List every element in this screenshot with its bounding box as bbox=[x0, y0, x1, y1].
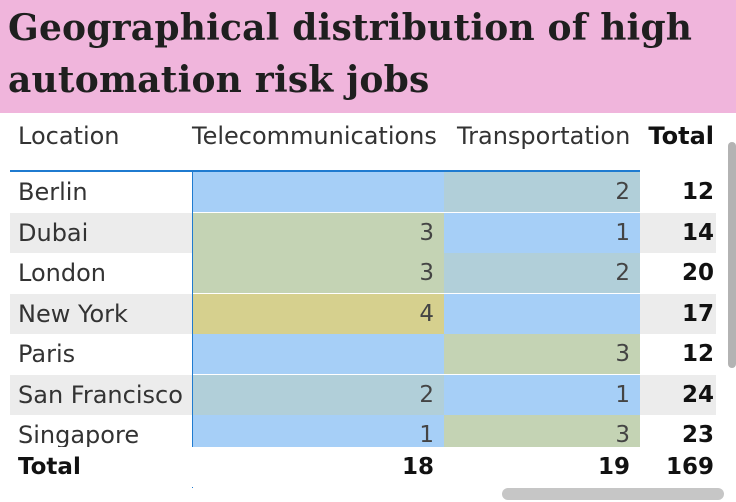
cell-total[interactable]: 14 bbox=[681, 219, 714, 246]
row-location: Berlin bbox=[18, 178, 88, 206]
row-location: New York bbox=[18, 299, 128, 328]
table-row[interactable]: London 3 2 20 bbox=[10, 253, 716, 293]
total-transportation: 19 bbox=[597, 454, 630, 480]
column-header-transportation[interactable]: Transportation bbox=[457, 122, 631, 150]
cell-total[interactable]: 17 bbox=[681, 300, 714, 327]
title-bar: Geographical distribution of high automa… bbox=[0, 0, 736, 113]
header-divider bbox=[10, 170, 640, 172]
column-header-location[interactable]: Location bbox=[18, 122, 120, 150]
cell-total[interactable]: 12 bbox=[681, 341, 714, 367]
column-header-telecommunications[interactable]: Telecommunications bbox=[192, 122, 437, 150]
cell-telecommunications[interactable]: 2 bbox=[193, 374, 444, 415]
cell-telecommunications[interactable] bbox=[193, 334, 444, 374]
cell-telecommunications[interactable]: 3 bbox=[193, 253, 444, 293]
row-location: Dubai bbox=[18, 218, 89, 247]
cell-total[interactable]: 24 bbox=[681, 381, 714, 408]
cell-total[interactable]: 12 bbox=[681, 179, 714, 205]
column-header-total[interactable]: Total bbox=[648, 122, 714, 150]
horizontal-scrollbar[interactable] bbox=[502, 488, 724, 500]
cell-total[interactable]: 23 bbox=[681, 422, 714, 448]
cell-telecommunications[interactable] bbox=[193, 172, 444, 212]
total-row-label: Total bbox=[18, 454, 81, 480]
table-row[interactable]: Berlin 2 12 bbox=[10, 172, 716, 212]
cell-telecommunications[interactable]: 3 bbox=[193, 212, 444, 253]
cell-telecommunications[interactable]: 4 bbox=[193, 293, 444, 334]
column-divider bbox=[192, 170, 193, 488]
row-location: London bbox=[18, 259, 106, 287]
row-location: Singapore bbox=[18, 421, 140, 449]
vertical-scrollbar[interactable] bbox=[728, 142, 736, 368]
table-row[interactable]: New York 4 17 bbox=[10, 293, 716, 334]
matrix-table: Location Telecommunications Transportati… bbox=[0, 113, 736, 502]
cell-transportation[interactable] bbox=[444, 293, 640, 334]
cell-transportation[interactable]: 1 bbox=[444, 212, 640, 253]
cell-transportation[interactable]: 2 bbox=[444, 172, 640, 212]
cell-transportation[interactable]: 2 bbox=[444, 253, 640, 293]
table-row[interactable]: Paris 3 12 bbox=[10, 334, 716, 374]
cell-total[interactable]: 20 bbox=[681, 260, 714, 286]
grand-total: 169 bbox=[665, 454, 714, 480]
cell-transportation[interactable]: 3 bbox=[444, 334, 640, 374]
cell-transportation[interactable]: 1 bbox=[444, 374, 640, 415]
row-location: Paris bbox=[18, 340, 76, 368]
table-row[interactable]: San Francisco 2 1 24 bbox=[10, 374, 716, 415]
page-title: Geographical distribution of high automa… bbox=[8, 7, 693, 101]
table-row[interactable]: Dubai 3 1 14 bbox=[10, 212, 716, 253]
row-location: San Francisco bbox=[18, 380, 183, 409]
total-row: Total 18 19 169 bbox=[10, 447, 716, 487]
total-telecommunications: 18 bbox=[401, 454, 434, 480]
